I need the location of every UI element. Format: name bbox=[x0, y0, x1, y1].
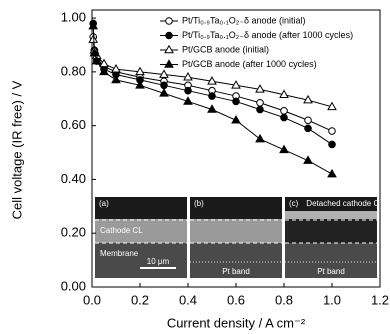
inset-panel: (b) Pt band bbox=[190, 197, 282, 278]
legend-marker bbox=[165, 60, 173, 67]
marker bbox=[256, 135, 264, 142]
marker bbox=[281, 114, 288, 121]
y-tick-label: 0.60 bbox=[61, 117, 86, 132]
marker bbox=[257, 99, 264, 106]
y-tick-label: 0.80 bbox=[61, 63, 86, 78]
marker bbox=[305, 125, 312, 132]
inset-panel: (a) Cathode CL Membrane 10 μm bbox=[95, 197, 187, 278]
x-tick-label: 1.0 bbox=[323, 292, 341, 307]
marker bbox=[329, 128, 336, 135]
inset-panels: (a) Cathode CL Membrane 10 μm (b) Pt ban… bbox=[95, 197, 384, 278]
marker bbox=[161, 82, 168, 89]
y-tick-label: 0.00 bbox=[61, 278, 86, 293]
x-tick-label: 0.0 bbox=[83, 292, 101, 307]
marker bbox=[304, 156, 312, 163]
inset-text: Cathode CL bbox=[100, 226, 143, 235]
inset-text: Pt band bbox=[222, 267, 250, 276]
inset-text: Membrane bbox=[100, 249, 139, 258]
legend: Pt/Ti₀.₉Ta₀.₁O₂₋δ anode (initial) Pt/Ti₀.… bbox=[160, 15, 353, 69]
marker bbox=[209, 93, 216, 100]
marker bbox=[281, 108, 288, 115]
marker bbox=[185, 87, 192, 94]
chart: Cell voltage (IR free) / V Current densi… bbox=[0, 0, 390, 334]
marker bbox=[233, 98, 240, 105]
legend-label: Pt/Ti₀.₉Ta₀.₁O₂₋δ anode (after 1000 cycl… bbox=[182, 30, 353, 40]
marker bbox=[257, 106, 264, 113]
x-tick-label: 0.4 bbox=[179, 292, 197, 307]
x-tick-label: 1.2 bbox=[371, 292, 389, 307]
x-tick-label: 0.2 bbox=[131, 292, 149, 307]
y-tick-label: 0.40 bbox=[61, 171, 86, 186]
y-axis-title: Cell voltage (IR free) / V bbox=[9, 80, 24, 219]
x-axis-title: Current density / A cm⁻² bbox=[167, 315, 306, 330]
marker bbox=[112, 65, 120, 72]
legend-marker bbox=[165, 46, 173, 53]
inset-text: Pt band bbox=[317, 267, 345, 276]
legend-marker bbox=[166, 32, 173, 39]
inset-label: (b) bbox=[194, 199, 204, 208]
marker bbox=[329, 141, 336, 148]
x-tick-label: 0.6 bbox=[227, 292, 245, 307]
inset-label: (a) bbox=[99, 199, 109, 208]
inset-panel: (c) Detached cathode CL Pt band bbox=[285, 197, 384, 278]
marker bbox=[232, 116, 240, 123]
x-tick-label: 0.8 bbox=[275, 292, 293, 307]
y-tick-label: 1.00 bbox=[61, 10, 86, 25]
inset-text: 10 μm bbox=[147, 257, 170, 266]
marker bbox=[305, 117, 312, 124]
legend-label: Pt/GCB anode (after 1000 cycles) bbox=[182, 59, 317, 69]
inset-text: Detached cathode CL bbox=[306, 199, 384, 208]
y-tick-label: 0.20 bbox=[61, 225, 86, 240]
inset-label: (c) bbox=[289, 199, 299, 208]
marker bbox=[280, 146, 288, 153]
legend-label: Pt/Ti₀.₉Ta₀.₁O₂₋δ anode (initial) bbox=[182, 15, 306, 25]
legend-marker bbox=[166, 18, 173, 25]
legend-label: Pt/GCB anode (initial) bbox=[182, 44, 269, 54]
marker bbox=[328, 170, 336, 177]
